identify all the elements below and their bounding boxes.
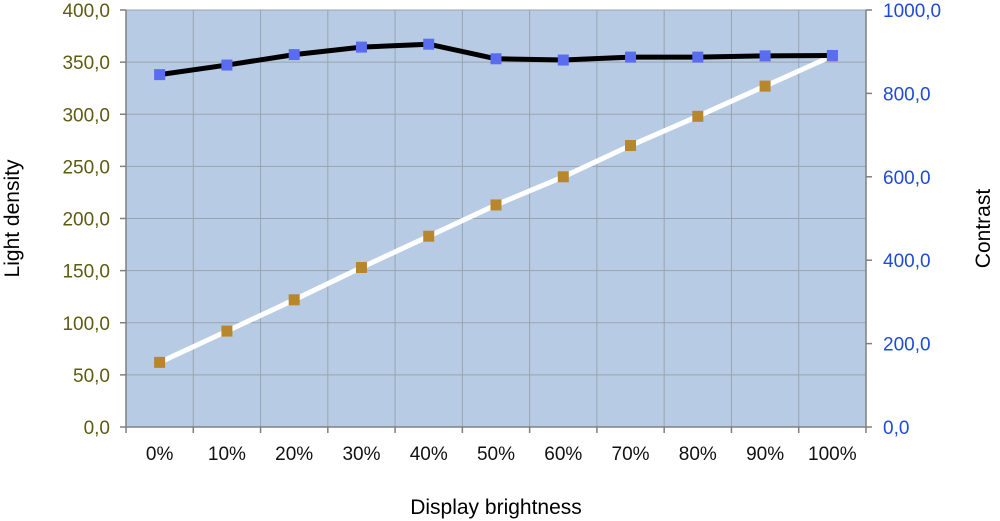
data-point-left	[288, 294, 300, 306]
left-tick-label: 250,0	[62, 157, 110, 178]
right-tick-label: 600,0	[883, 168, 931, 189]
data-point-right	[288, 49, 300, 61]
data-point-right	[557, 54, 569, 66]
left-tick-label: 300,0	[62, 105, 110, 126]
data-point-right	[423, 38, 435, 50]
data-point-right	[355, 41, 367, 53]
data-point-left	[355, 261, 367, 273]
left-tick-label: 350,0	[62, 53, 110, 74]
data-point-right	[490, 53, 502, 65]
x-tick-label: 60%	[544, 444, 582, 465]
data-point-right	[759, 50, 771, 62]
left-tick-label: 50,0	[73, 366, 110, 387]
x-tick-label: 40%	[410, 444, 448, 465]
left-tick-label: 400,0	[62, 1, 110, 22]
axes	[120, 9, 872, 433]
x-tick-label: 80%	[679, 444, 717, 465]
x-tick-label: 20%	[275, 444, 313, 465]
left-y-axis-title: Light density	[1, 159, 24, 277]
data-point-left	[490, 199, 502, 211]
tick-labels: 0,0 50,0 100,0 150,0 200,0 250,0 300,0 350,0 400…	[62, 1, 941, 465]
data-point-right	[154, 69, 166, 81]
x-axis-title: Display brightness	[410, 496, 582, 519]
right-y-axis-title: Contrast	[972, 189, 995, 269]
x-tick-label: 90%	[746, 444, 784, 465]
x-tick-label: 50%	[477, 444, 515, 465]
x-tick-label: 10%	[208, 444, 246, 465]
left-tick-label: 0,0	[84, 418, 110, 439]
x-tick-label: 30%	[342, 444, 380, 465]
x-tick-label: 0%	[146, 444, 174, 465]
series-layer	[154, 38, 838, 368]
x-tick-label: 100%	[808, 444, 857, 465]
data-point-right	[826, 49, 838, 61]
data-point-right	[221, 59, 233, 71]
left-tick-label: 100,0	[62, 314, 110, 335]
left-tick-label: 150,0	[62, 262, 110, 283]
data-point-left	[423, 230, 435, 242]
left-tick-label: 200,0	[62, 210, 110, 231]
data-point-left	[557, 171, 569, 183]
data-point-right	[625, 51, 637, 63]
data-point-left	[759, 80, 771, 92]
data-point-left	[154, 356, 166, 368]
right-tick-label: 1000,0	[883, 1, 941, 22]
right-tick-label: 400,0	[883, 251, 931, 272]
data-point-left	[692, 110, 704, 122]
right-tick-label: 800,0	[883, 84, 931, 105]
x-tick-label: 70%	[612, 444, 650, 465]
right-tick-label: 0,0	[883, 418, 909, 439]
data-point-left	[221, 325, 233, 337]
right-tick-label: 200,0	[883, 335, 931, 356]
data-point-right	[692, 51, 704, 63]
data-point-left	[625, 140, 637, 152]
